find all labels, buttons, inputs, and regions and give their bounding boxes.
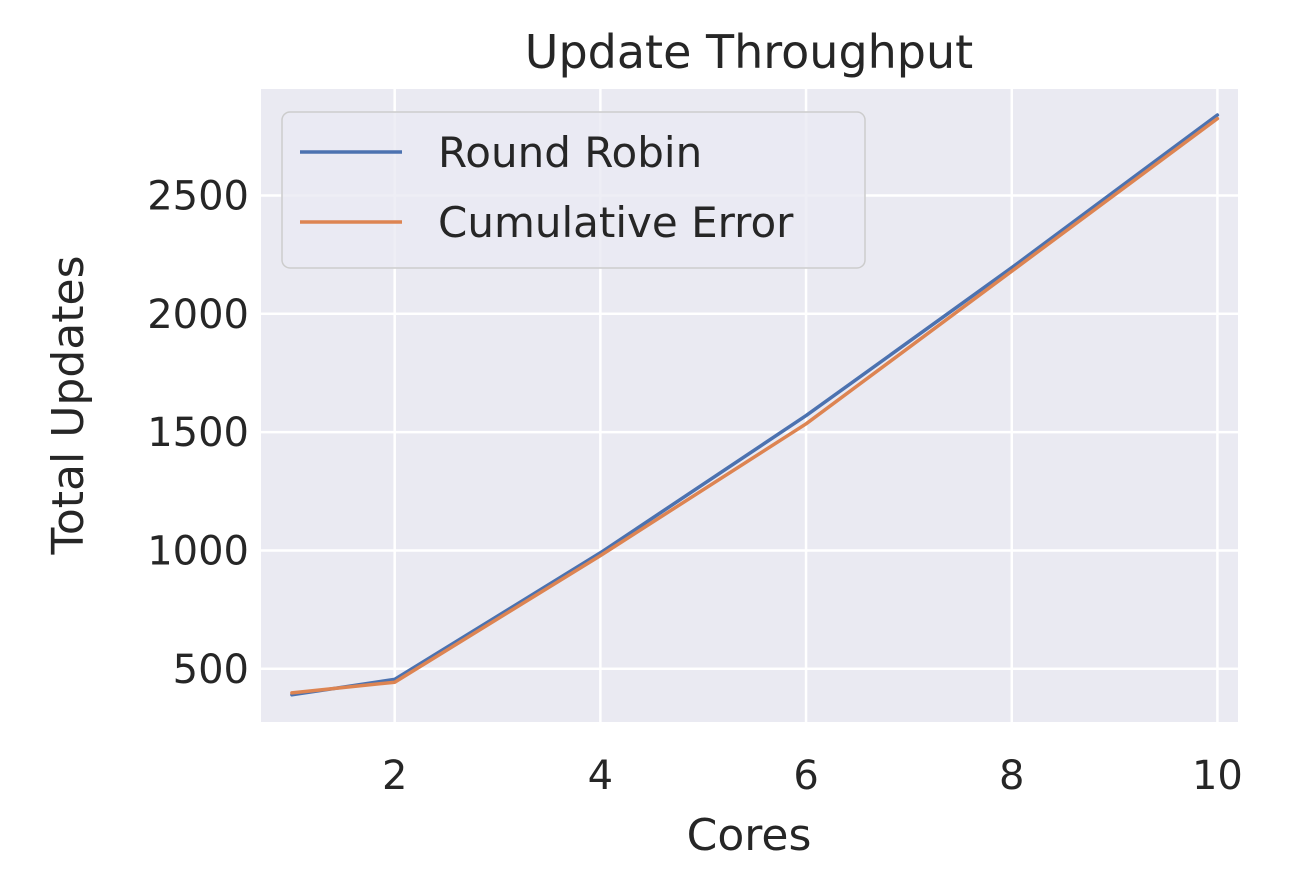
y-axis-label: Total Updates [43, 255, 94, 555]
series-line-round-robin [290, 113, 1220, 697]
y-tick-label: 2500 [147, 173, 249, 219]
x-tick-label: 4 [588, 753, 613, 799]
x-tick-label: 8 [999, 753, 1024, 799]
y-tick-label: 500 [173, 647, 249, 693]
x-tick-label: 2 [382, 753, 407, 799]
series-lines [290, 113, 1220, 697]
y-tick-label: 2000 [147, 292, 249, 338]
y-tick-labels: 500 1000 1500 2000 2500 [147, 173, 249, 692]
y-tick-label: 1500 [147, 410, 249, 456]
x-tick-labels: 2 4 6 8 10 [382, 753, 1243, 799]
legend-box [281, 111, 866, 269]
legend-label-cumulative-error: Cumulative Error [438, 198, 794, 247]
y-tick-label: 1000 [147, 528, 249, 574]
x-tick-label: 6 [793, 753, 818, 799]
x-tick-label: 10 [1192, 753, 1243, 799]
x-axis-label: Cores [687, 810, 812, 861]
legend: Round Robin Cumulative Error [281, 111, 866, 269]
series-line-cumulative-error [290, 116, 1220, 695]
chart-title: Update Throughput [525, 25, 973, 79]
legend-label-round-robin: Round Robin [438, 128, 702, 177]
